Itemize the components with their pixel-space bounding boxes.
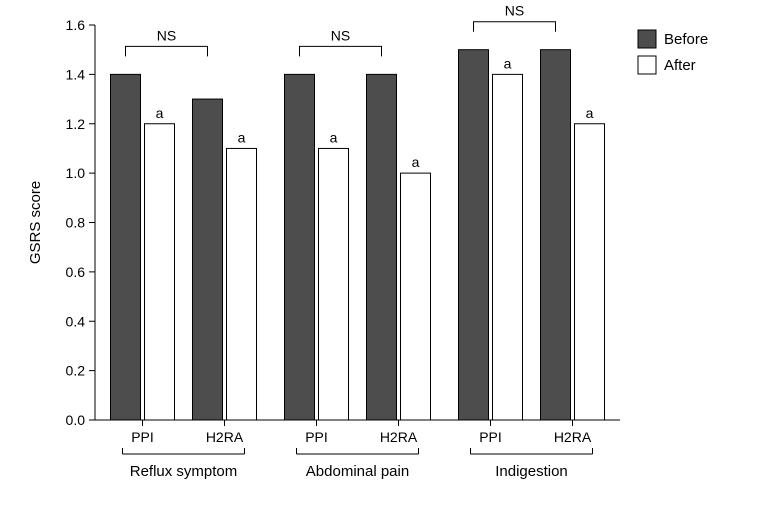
x-tick-label: PPI xyxy=(305,429,328,445)
ns-label: NS xyxy=(331,27,350,43)
legend-label: Before xyxy=(664,31,708,48)
bar-after xyxy=(145,124,175,420)
ns-label: NS xyxy=(157,27,176,43)
legend-swatch xyxy=(638,56,656,74)
y-tick-label: 1.4 xyxy=(66,66,86,82)
bar-before xyxy=(541,50,571,420)
y-tick-label: 1.2 xyxy=(66,116,86,132)
bar-before xyxy=(285,74,315,420)
ns-bracket xyxy=(126,46,208,56)
group-label: Reflux symptom xyxy=(130,463,238,480)
bar-annotation: a xyxy=(238,129,246,145)
group-label: Indigestion xyxy=(495,463,568,480)
y-axis-label: GSRS score xyxy=(27,181,44,264)
x-tick-label: H2RA xyxy=(206,429,244,445)
bar-after xyxy=(493,74,523,420)
y-tick-label: 0.6 xyxy=(66,264,86,280)
bar-after xyxy=(319,148,349,420)
bar-annotation: a xyxy=(330,129,338,145)
x-tick-label: PPI xyxy=(131,429,154,445)
y-tick-label: 0.8 xyxy=(66,215,86,231)
ns-bracket xyxy=(300,46,382,56)
gsrs-bar-chart: 0.0 0.2 0.4 0.6 0.8 1.0 1.2 1.4 1.6 GSRS score a PP… xyxy=(0,0,757,531)
y-tick-label: 1.0 xyxy=(66,165,86,181)
ns-label: NS xyxy=(505,3,524,19)
bar-after xyxy=(401,173,431,420)
bar-after xyxy=(227,148,257,420)
bar-before xyxy=(111,74,141,420)
y-tick-label: 0.4 xyxy=(66,313,86,329)
bar-before xyxy=(193,99,223,420)
bar-annotation: a xyxy=(504,55,512,71)
legend-label: After xyxy=(664,57,696,74)
bar-annotation: a xyxy=(156,105,164,121)
bar-before xyxy=(367,74,397,420)
y-tick-label: 0.2 xyxy=(66,363,86,379)
group-label: Abdominal pain xyxy=(306,463,409,480)
ns-bracket xyxy=(474,22,556,32)
bar-annotation: a xyxy=(586,105,594,121)
chart-svg: 0.0 0.2 0.4 0.6 0.8 1.0 1.2 1.4 1.6 GSRS score a PP… xyxy=(0,0,757,531)
y-tick-label: 0.0 xyxy=(66,412,86,428)
bar-after xyxy=(575,124,605,420)
bar-before xyxy=(459,50,489,420)
bar-annotation: a xyxy=(412,154,420,170)
x-tick-label: H2RA xyxy=(380,429,418,445)
legend-swatch xyxy=(638,30,656,48)
x-tick-label: H2RA xyxy=(554,429,592,445)
y-tick-label: 1.6 xyxy=(66,17,86,33)
x-tick-label: PPI xyxy=(479,429,502,445)
